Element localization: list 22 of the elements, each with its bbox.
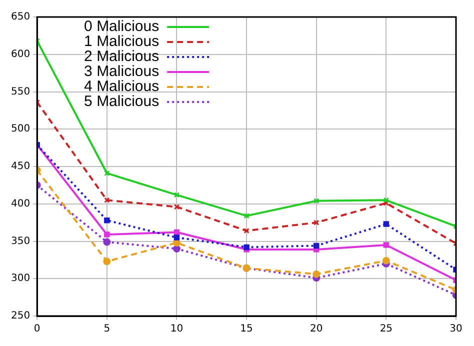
x-tick-label: 0 [34, 324, 40, 335]
legend-label: 0 Malicious [84, 18, 160, 36]
legend-label: 3 Malicious [84, 63, 160, 80]
y-tick-label: 250 [10, 310, 30, 322]
y-tick-label: 650 [10, 12, 30, 23]
legend-label: 1 Malicious [84, 33, 160, 50]
x-tick-label: 20 [310, 324, 323, 335]
y-tick-label: 300 [10, 273, 30, 284]
x-tick-label: 10 [170, 324, 184, 335]
x-tick-label: 15 [240, 324, 253, 335]
legend-label: 4 Malicious [84, 78, 160, 96]
x-tick-label: 5 [104, 324, 110, 335]
y-tick-label: 500 [10, 124, 30, 135]
legend-label: 2 Malicious [84, 48, 160, 66]
y-tick-label: 400 [10, 198, 30, 210]
y-tick-label: 450 [10, 161, 30, 172]
x-tick-label: 25 [380, 324, 393, 335]
y-tick-label: 350 [10, 236, 30, 247]
legend-label: 5 Malicious [84, 93, 160, 110]
x-tick-label: 30 [450, 324, 462, 335]
y-tick-label: 600 [10, 48, 30, 60]
y-tick-label: 550 [10, 86, 30, 98]
